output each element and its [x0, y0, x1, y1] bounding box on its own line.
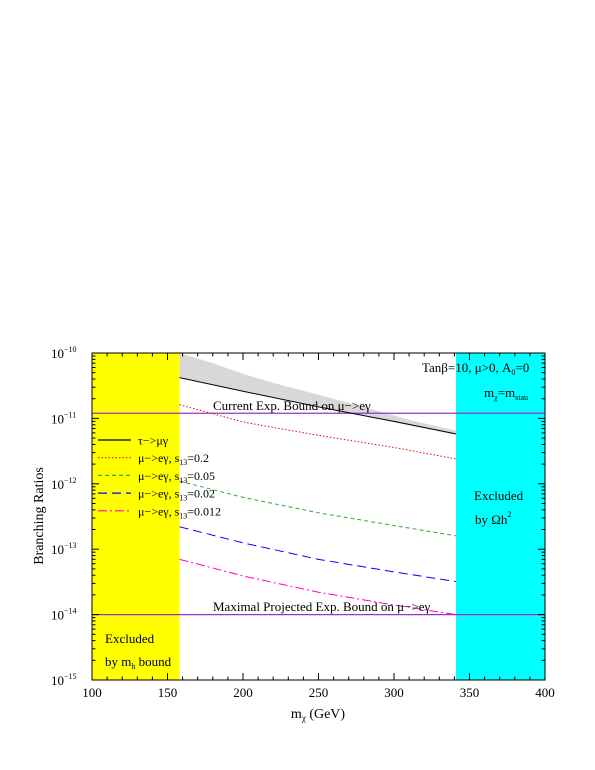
mass-annotation: mχ=mstau [484, 385, 528, 402]
y-tick-label: 10−15 [51, 672, 77, 688]
y-axis-label: Branching Ratios [32, 467, 47, 565]
series-line-2 [179, 480, 456, 537]
x-tick-label: 100 [82, 685, 102, 700]
legend-label-3: μ−>eγ, s13=0.02 [138, 487, 215, 503]
regions-layer [92, 353, 545, 680]
ticks-layer: 100 150 200 250 300 350 400 10−15 10−14 10−13 10−1… [51, 345, 555, 700]
series-line-4 [179, 558, 456, 616]
x-tick-label: 150 [158, 685, 178, 700]
x-tick-label: 350 [460, 685, 480, 700]
bounds-layer [92, 412, 545, 616]
y-tick-label: 10−10 [51, 345, 77, 361]
series-line-0 [179, 377, 457, 435]
legend-label-2: μ−>eγ, s13=0.05 [138, 469, 215, 485]
projected-bound-label: Maximal Projected Exp. Bound on μ−>eγ [213, 599, 431, 614]
x-tick-label: 400 [535, 685, 555, 700]
excluded-left-line2: by mh bound [105, 654, 172, 671]
y-tick-label: 10−11 [51, 410, 76, 426]
series-layer [179, 377, 457, 616]
x-tick-label: 200 [233, 685, 253, 700]
uncertainty-band [179, 353, 456, 435]
y-tick-label: 10−14 [51, 607, 77, 623]
x-tick-label: 300 [384, 685, 404, 700]
band-layer [179, 353, 456, 435]
legend-label-4: μ−>eγ, s13=0.012 [138, 504, 221, 520]
excluded-left-line1: Excluded [105, 631, 155, 646]
legend-label-0: τ−>μγ [138, 434, 169, 448]
legend-label-1: μ−>eγ, s13=0.2 [138, 451, 209, 467]
y-tick-label: 10−13 [51, 541, 77, 557]
params-annotation: Tanβ=10, μ>0, A0=0 [422, 360, 529, 377]
y-tick-label: 10−12 [51, 476, 77, 492]
x-axis-label: mχ (GeV) [291, 707, 345, 723]
x-tick-label: 250 [309, 685, 329, 700]
excluded-right-line1: Excluded [474, 488, 524, 503]
excluded-right-line2: by Ωh2 [475, 510, 511, 527]
region-excluded-omega [455, 353, 545, 680]
region-excluded-mh [92, 353, 180, 680]
legend: τ−>μγ μ−>eγ, s13=0.2 μ−>eγ, s13=0.05 μ−>eγ,… [98, 434, 221, 520]
current-bound-label: Current Exp. Bound on μ−>eγ [213, 398, 371, 413]
series-line-3 [179, 526, 456, 583]
